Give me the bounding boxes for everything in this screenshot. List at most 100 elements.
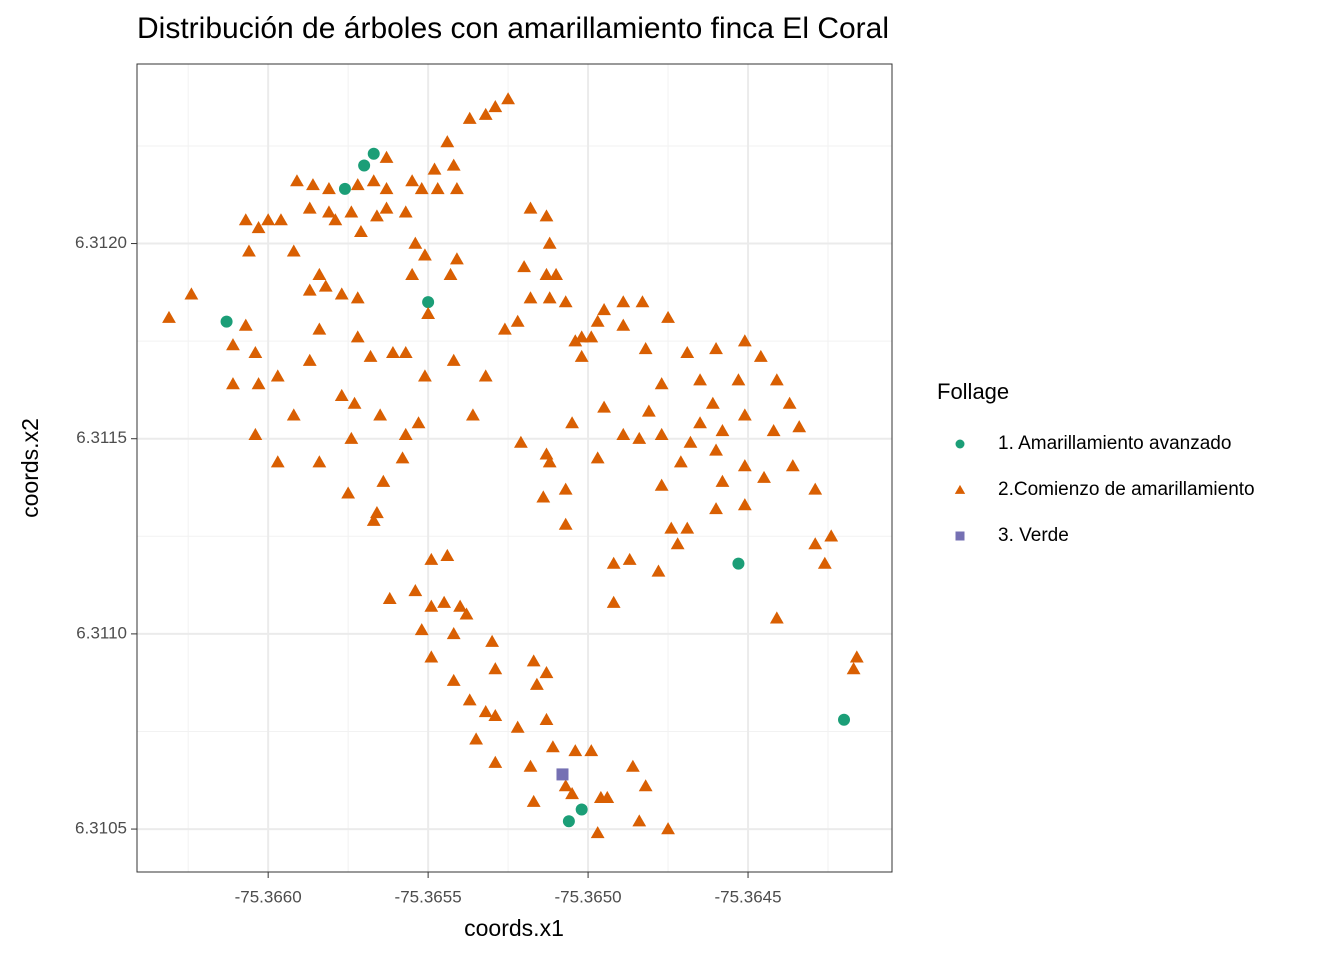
point: [488, 662, 503, 675]
point: [226, 377, 240, 390]
point: [290, 174, 304, 187]
point: [440, 135, 455, 148]
point: [526, 654, 541, 667]
point: [670, 537, 685, 550]
point: [769, 373, 784, 386]
chart-title: Distribución de árboles con amarillamien…: [137, 12, 889, 45]
point: [785, 459, 800, 472]
point: [184, 287, 199, 300]
point: [709, 342, 723, 355]
point: [510, 720, 525, 733]
legend-key: [955, 531, 965, 541]
point: [616, 295, 631, 308]
point: [274, 213, 288, 226]
point: [542, 236, 557, 249]
point: [462, 693, 477, 706]
point: [517, 260, 531, 273]
point: [251, 377, 266, 390]
point: [334, 287, 349, 300]
point: [424, 552, 439, 565]
point: [731, 373, 746, 386]
point: [737, 408, 752, 421]
point: [424, 650, 439, 663]
point: [450, 252, 464, 265]
point: [565, 787, 579, 800]
point: [411, 416, 426, 429]
point: [414, 182, 429, 195]
point: [270, 455, 285, 468]
point: [661, 310, 675, 323]
point: [808, 537, 823, 550]
point: [523, 201, 538, 214]
point: [344, 431, 359, 444]
point: [440, 548, 455, 562]
point: [597, 303, 611, 316]
point: [379, 201, 394, 214]
point: [414, 623, 429, 636]
point: [242, 244, 256, 257]
point: [347, 396, 362, 409]
point: [606, 595, 621, 608]
point: [808, 482, 823, 495]
point: [616, 427, 631, 440]
point: [539, 666, 554, 679]
point: [226, 338, 240, 351]
point: [358, 159, 371, 172]
point: [366, 513, 381, 526]
point: [270, 369, 285, 382]
point: [632, 814, 647, 827]
point: [606, 556, 621, 569]
point: [501, 92, 516, 105]
point: [363, 349, 378, 362]
legend-label: 2.Comienzo de amarillamiento: [998, 479, 1255, 500]
point: [395, 451, 410, 464]
point: [478, 369, 493, 382]
point: [286, 408, 301, 421]
point: [312, 455, 327, 468]
point: [398, 205, 413, 218]
point: [654, 377, 669, 390]
point: [466, 408, 480, 421]
point: [539, 267, 554, 280]
point: [485, 634, 500, 647]
point: [575, 803, 588, 816]
panel-border: [136, 63, 893, 873]
x-tick-label: -75.3660: [235, 887, 302, 906]
point: [782, 396, 797, 409]
point: [302, 283, 317, 296]
point: [350, 178, 365, 191]
x-tick-label: -75.3645: [714, 887, 781, 906]
point: [574, 349, 589, 362]
point: [568, 334, 583, 347]
point: [398, 345, 413, 359]
point: [334, 388, 349, 401]
point: [459, 607, 474, 620]
point: [350, 291, 365, 304]
point: [344, 205, 359, 218]
point: [622, 552, 637, 565]
point: [462, 111, 477, 124]
point: [488, 708, 503, 722]
point: [753, 349, 768, 362]
point: [654, 427, 669, 440]
point: [382, 591, 397, 604]
point: [664, 521, 679, 534]
point: [769, 611, 784, 624]
point: [386, 345, 400, 359]
point: [312, 267, 327, 280]
point: [418, 248, 432, 261]
point: [322, 182, 336, 195]
point: [446, 158, 461, 171]
point: [757, 470, 771, 483]
x-tick-label: -75.3650: [555, 887, 622, 906]
point: [453, 599, 468, 612]
point: [732, 557, 745, 570]
point: [220, 315, 233, 328]
point: [430, 182, 445, 195]
legend-key: [954, 484, 966, 494]
point: [616, 318, 631, 331]
point: [238, 213, 253, 226]
point: [558, 779, 573, 792]
point: [350, 330, 365, 343]
point: [370, 505, 384, 519]
